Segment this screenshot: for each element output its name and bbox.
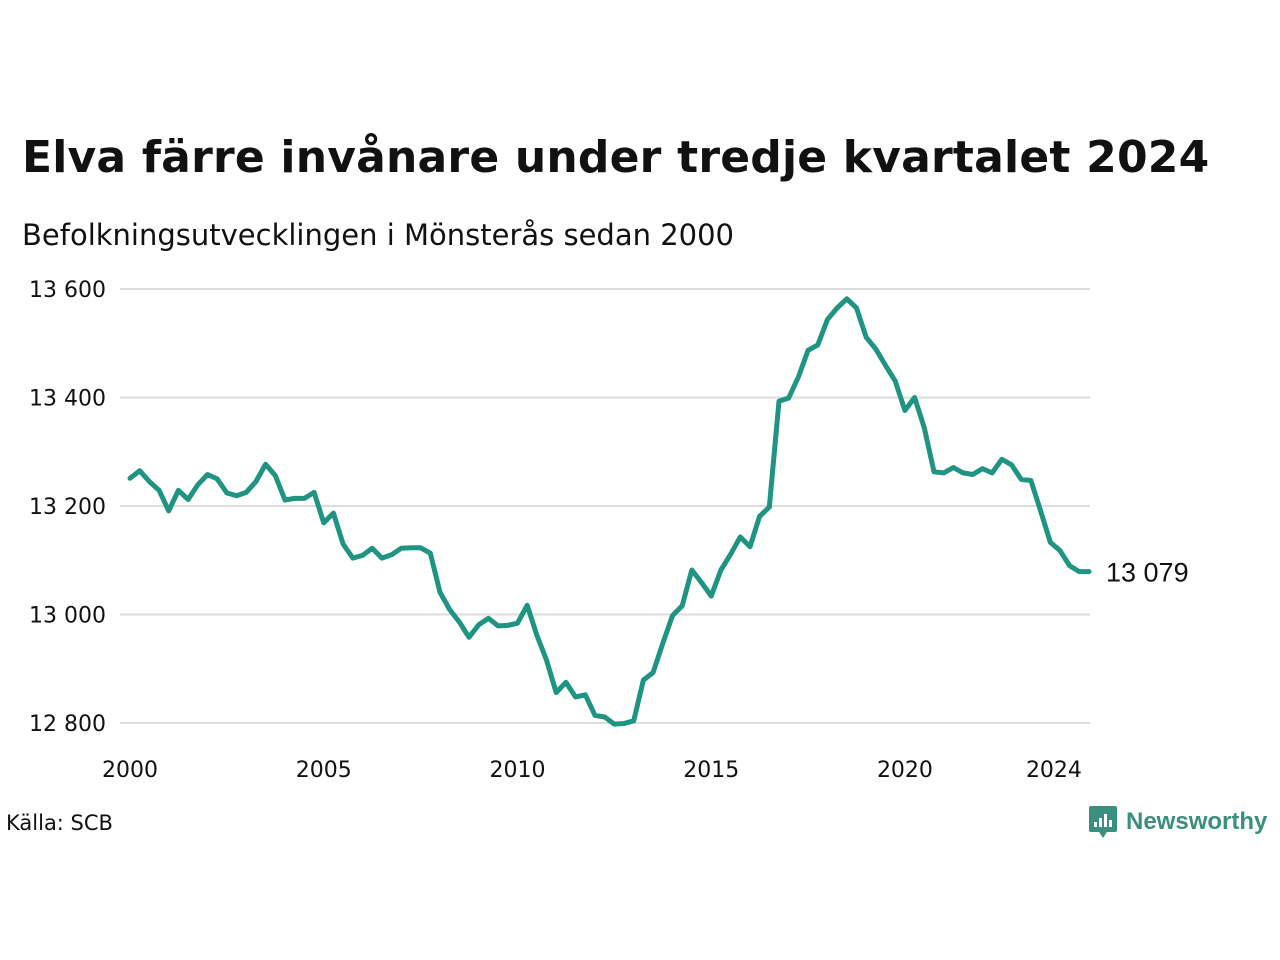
logo-text: Newsworthy (1126, 808, 1268, 835)
y-tick-label: 13 600 (29, 278, 106, 303)
x-tick-label: 2005 (296, 758, 352, 783)
x-tick-label: 2015 (683, 758, 739, 783)
series-line (127, 296, 1092, 727)
x-tick-label: 2024 (1026, 758, 1082, 783)
x-tick-label: 2020 (877, 758, 933, 783)
newsworthy-logo-icon (1089, 806, 1117, 838)
data-labels: 13 079 (1106, 558, 1189, 588)
end-value-label: 13 079 (1106, 558, 1189, 588)
y-tick-label: 13 200 (29, 495, 106, 520)
y-tick-label: 12 800 (29, 712, 106, 737)
series-layer (127, 296, 1092, 727)
y-axis-tick-labels: 13 600 13 400 13 200 13 000 12 800 (29, 278, 106, 737)
y-tick-label: 13 000 (29, 604, 106, 629)
x-axis-tick-labels: 2000 2005 2010 2015 2020 2024 (102, 758, 1082, 783)
x-tick-label: 2010 (489, 758, 545, 783)
chart-subtitle: Befolkningsutvecklingen i Mönsterås seda… (22, 218, 735, 252)
gridlines (120, 288, 1090, 724)
x-tick-label: 2000 (102, 758, 158, 783)
newsworthy-logo: Newsworthy (1088, 804, 1267, 840)
y-tick-label: 13 400 (29, 387, 106, 412)
source-note: Källa: SCB (6, 811, 113, 835)
chart-title: Elva färre invånare under tredje kvartal… (22, 132, 1210, 183)
